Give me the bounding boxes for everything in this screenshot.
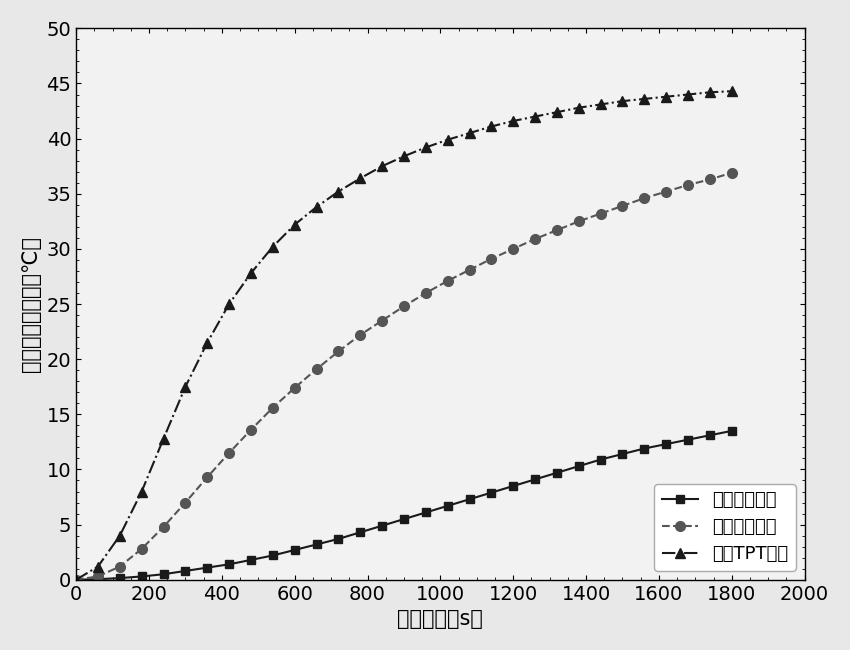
市售TPT基底: [683, 90, 693, 98]
市售TPT基底: [290, 221, 300, 229]
市售玻璃基底: [639, 194, 649, 202]
金属型材基底: [158, 570, 168, 578]
市售玻璃基底: [180, 499, 190, 506]
市售玻璃基底: [552, 226, 562, 234]
市售TPT基底: [311, 203, 321, 211]
市售TPT基底: [596, 101, 606, 109]
市售玻璃基底: [617, 202, 627, 210]
市售TPT基底: [421, 144, 431, 151]
市售TPT基底: [399, 152, 409, 160]
金属型材基底: [268, 552, 278, 560]
市售TPT基底: [705, 88, 715, 96]
市售TPT基底: [202, 339, 212, 346]
市售TPT基底: [93, 563, 103, 571]
市售TPT基底: [333, 188, 343, 196]
市售TPT基底: [552, 109, 562, 116]
市售TPT基底: [137, 488, 147, 495]
市售玻璃基底: [661, 188, 672, 196]
市售TPT基底: [727, 87, 737, 95]
Y-axis label: 光伏板温度变化（℃）: 光伏板温度变化（℃）: [21, 236, 41, 372]
金属型材基底: [399, 515, 409, 523]
Line: 金属型材基底: 金属型材基底: [72, 426, 736, 584]
市售TPT基底: [530, 112, 540, 120]
市售TPT基底: [158, 435, 168, 443]
市售TPT基底: [115, 532, 125, 539]
Line: 市售TPT基底: 市售TPT基底: [71, 86, 737, 584]
市售玻璃基底: [727, 169, 737, 177]
市售玻璃基底: [464, 266, 474, 274]
市售TPT基底: [377, 162, 388, 170]
市售玻璃基底: [93, 573, 103, 580]
市售TPT基底: [464, 129, 474, 137]
市售玻璃基底: [333, 348, 343, 356]
市售玻璃基底: [290, 384, 300, 392]
市售TPT基底: [617, 98, 627, 105]
市售TPT基底: [443, 136, 453, 144]
市售玻璃基底: [399, 302, 409, 310]
金属型材基底: [639, 445, 649, 452]
金属型材基底: [115, 574, 125, 582]
市售TPT基底: [639, 95, 649, 103]
金属型材基底: [574, 462, 584, 470]
金属型材基底: [508, 482, 518, 490]
金属型材基底: [661, 440, 672, 448]
市售玻璃基底: [705, 176, 715, 183]
市售TPT基底: [180, 383, 190, 391]
金属型材基底: [137, 573, 147, 580]
市售TPT基底: [574, 104, 584, 112]
市售TPT基底: [246, 269, 256, 277]
市售TPT基底: [508, 117, 518, 125]
Line: 市售玻璃基底: 市售玻璃基底: [71, 168, 737, 584]
市售TPT基底: [71, 576, 82, 584]
市售玻璃基底: [486, 255, 496, 263]
市售玻璃基底: [311, 365, 321, 373]
金属型材基底: [421, 508, 431, 516]
市售TPT基底: [224, 300, 235, 308]
金属型材基底: [93, 575, 103, 583]
金属型材基底: [246, 556, 256, 564]
金属型材基底: [224, 560, 235, 568]
金属型材基底: [486, 489, 496, 497]
金属型材基底: [705, 432, 715, 439]
金属型材基底: [552, 469, 562, 476]
市售玻璃基底: [421, 289, 431, 297]
市售玻璃基底: [683, 181, 693, 189]
市售TPT基底: [486, 123, 496, 131]
市售TPT基底: [268, 243, 278, 251]
X-axis label: 测试时间（s）: 测试时间（s）: [398, 609, 484, 629]
市售玻璃基底: [268, 404, 278, 411]
金属型材基底: [355, 528, 366, 536]
金属型材基底: [180, 567, 190, 575]
市售玻璃基底: [574, 218, 584, 226]
市售玻璃基底: [443, 277, 453, 285]
金属型材基底: [530, 476, 540, 484]
市售玻璃基底: [355, 331, 366, 339]
金属型材基底: [333, 535, 343, 543]
市售玻璃基底: [202, 473, 212, 481]
金属型材基底: [290, 546, 300, 554]
市售玻璃基底: [377, 317, 388, 324]
Legend: 金属型材基底, 市售玻璃基底, 市售TPT基底: 金属型材基底, 市售玻璃基底, 市售TPT基底: [654, 484, 796, 571]
市售玻璃基底: [158, 523, 168, 530]
金属型材基底: [683, 436, 693, 443]
金属型材基底: [596, 456, 606, 463]
市售玻璃基底: [246, 426, 256, 434]
市售玻璃基底: [508, 245, 518, 253]
市售玻璃基底: [137, 545, 147, 552]
金属型材基底: [71, 576, 82, 584]
金属型材基底: [311, 541, 321, 549]
金属型材基底: [617, 450, 627, 458]
金属型材基底: [443, 502, 453, 510]
金属型材基底: [202, 564, 212, 571]
市售TPT基底: [355, 174, 366, 182]
市售玻璃基底: [530, 235, 540, 243]
市售玻璃基底: [596, 210, 606, 218]
金属型材基底: [377, 522, 388, 530]
金属型材基底: [464, 495, 474, 503]
市售玻璃基底: [71, 576, 82, 584]
金属型材基底: [727, 427, 737, 435]
市售玻璃基底: [224, 449, 235, 457]
市售TPT基底: [661, 93, 672, 101]
市售玻璃基底: [115, 563, 125, 571]
